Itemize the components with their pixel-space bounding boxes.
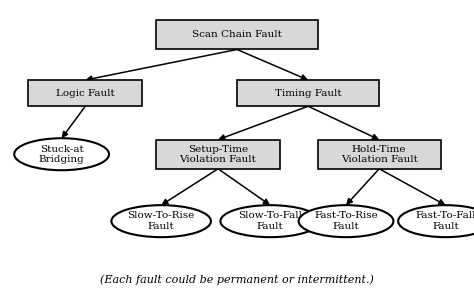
Text: Hold-Time
Violation Fault: Hold-Time Violation Fault [341,145,418,164]
FancyBboxPatch shape [156,140,280,169]
FancyBboxPatch shape [156,20,318,49]
Ellipse shape [398,205,474,237]
Ellipse shape [220,205,320,237]
Text: Timing Fault: Timing Fault [275,89,341,97]
FancyBboxPatch shape [28,80,142,106]
Text: Scan Chain Fault: Scan Chain Fault [192,31,282,39]
Ellipse shape [299,205,393,237]
FancyBboxPatch shape [237,80,379,106]
Ellipse shape [14,138,109,170]
Text: Logic Fault: Logic Fault [56,89,115,97]
Text: Fast-To-Rise
Fault: Fast-To-Rise Fault [314,212,378,231]
Text: Fast-To-Fall
Fault: Fast-To-Fall Fault [415,212,474,231]
Text: (Each fault could be permanent or intermittent.): (Each fault could be permanent or interm… [100,274,374,285]
Text: Stuck-at
Bridging: Stuck-at Bridging [39,145,84,164]
Text: Slow-To-Fall
Fault: Slow-To-Fall Fault [238,212,302,231]
Ellipse shape [111,205,211,237]
FancyBboxPatch shape [318,140,441,169]
Text: Slow-To-Rise
Fault: Slow-To-Rise Fault [128,212,195,231]
Text: Setup-Time
Violation Fault: Setup-Time Violation Fault [180,145,256,164]
